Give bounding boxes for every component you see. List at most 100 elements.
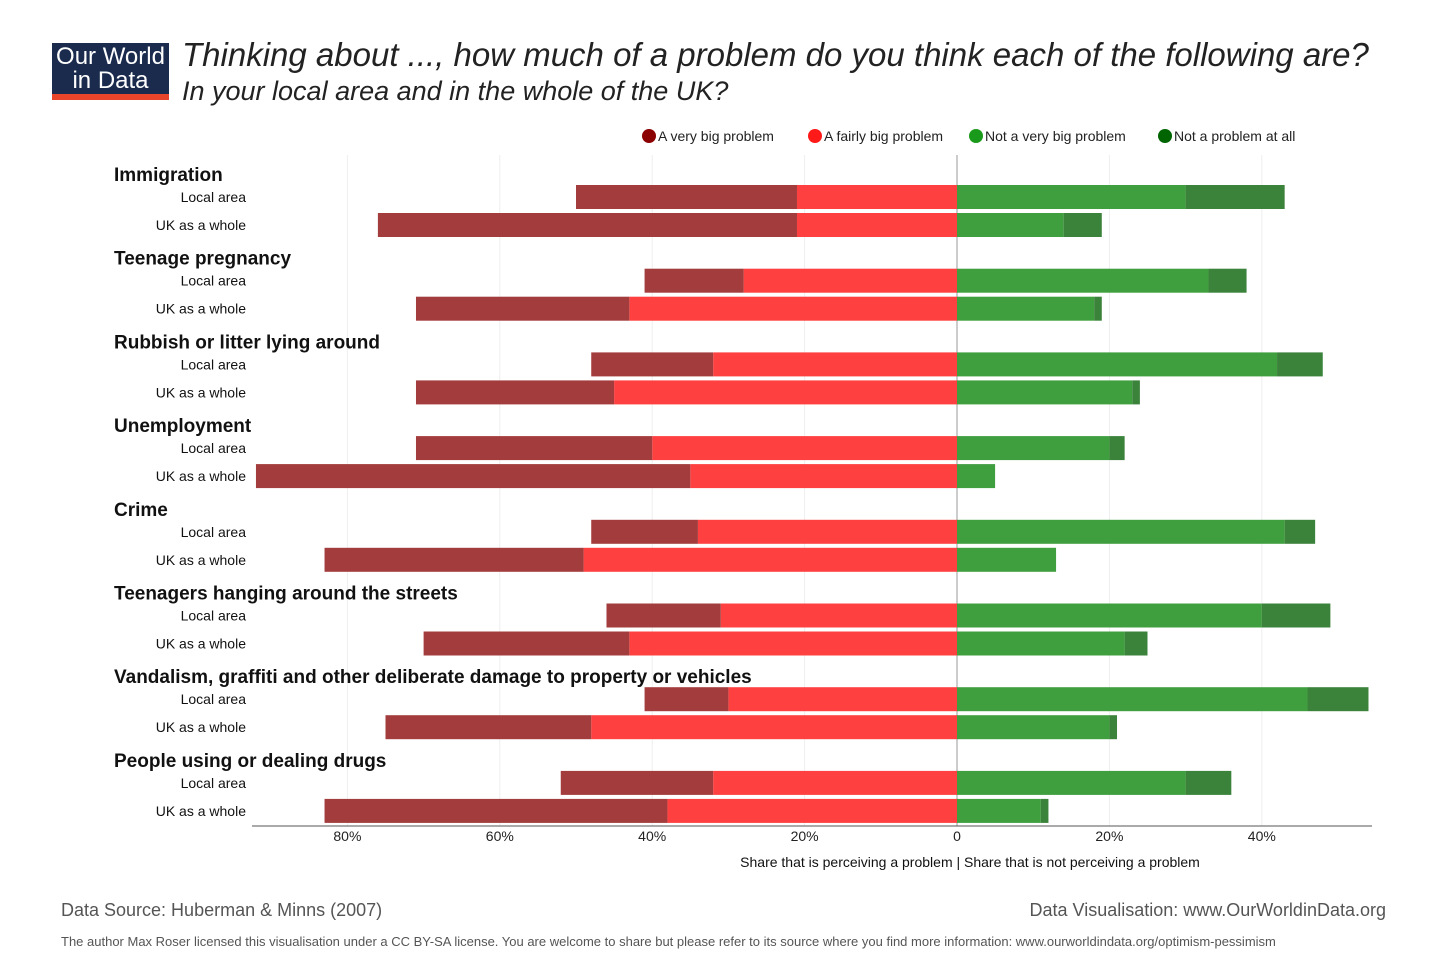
chart-subtitle: In your local area and in the whole of t…: [182, 76, 729, 106]
bar-not-a-problem-at-all: [1063, 213, 1102, 237]
visualisation-credit: Data Visualisation: www.OurWorldinData.o…: [1029, 900, 1387, 920]
row-label: UK as a whole: [156, 384, 246, 400]
bar-not-a-problem-at-all: [1040, 798, 1049, 823]
bar-not-very-big-problem: [957, 352, 1278, 377]
bar-not-a-problem-at-all: [1094, 296, 1102, 321]
x-axis-title: Share that is perceiving a problem | Sha…: [740, 854, 1200, 870]
bar-not-very-big-problem: [957, 631, 1125, 656]
bar-not-very-big-problem: [957, 436, 1110, 461]
legend-marker: [642, 129, 656, 143]
bar-very-big-problem: [415, 436, 653, 461]
data-source: Data Source: Huberman & Minns (2007): [61, 900, 383, 920]
owid-logo: Our World in Data: [52, 43, 169, 100]
logo-text: Our World in Data: [56, 43, 165, 94]
bar-not-very-big-problem: [957, 770, 1186, 795]
x-tick-label: 20%: [1095, 828, 1123, 844]
bar-very-big-problem: [644, 687, 729, 712]
bar-not-very-big-problem: [957, 213, 1064, 237]
chart-title: Thinking about ..., how much of a proble…: [182, 36, 1369, 73]
bar-not-very-big-problem: [957, 380, 1133, 405]
bar-fairly-big-problem: [667, 798, 957, 823]
group-label: Teenagers hanging around the streets: [114, 584, 458, 605]
bar-very-big-problem: [255, 464, 691, 489]
bar-very-big-problem: [591, 519, 698, 544]
bar-fairly-big-problem: [713, 352, 957, 377]
bar-fairly-big-problem: [629, 296, 957, 321]
group-label: Rubbish or litter lying around: [114, 332, 380, 353]
row-label: UK as a whole: [156, 217, 246, 233]
bar-not-very-big-problem: [957, 519, 1285, 544]
x-tick-label: 60%: [486, 828, 514, 844]
bar-not-very-big-problem: [957, 603, 1262, 628]
x-tick-label: 40%: [1248, 828, 1276, 844]
bar-very-big-problem: [606, 603, 721, 628]
bar-very-big-problem: [415, 380, 615, 405]
bar-fairly-big-problem: [583, 547, 957, 572]
bar-not-a-problem-at-all: [1109, 715, 1118, 740]
group-label: Teenage pregnancy: [114, 249, 291, 270]
bar-fairly-big-problem: [796, 185, 957, 209]
bar-very-big-problem: [423, 631, 630, 656]
bar-not-a-problem-at-all: [1208, 268, 1247, 293]
row-label: UK as a whole: [156, 468, 246, 484]
logo-bar: [52, 94, 169, 100]
bar-fairly-big-problem: [697, 519, 957, 544]
x-tick-label: 20%: [791, 828, 819, 844]
legend-label: A fairly big problem: [824, 128, 943, 144]
group-label: Crime: [114, 500, 168, 521]
bar-very-big-problem: [415, 296, 630, 321]
bar-fairly-big-problem: [713, 770, 957, 795]
bar-not-a-problem-at-all: [1284, 519, 1316, 544]
bar-not-very-big-problem: [957, 268, 1209, 293]
row-label: Local area: [181, 189, 247, 205]
group-label: Vandalism, graffiti and other deliberate…: [114, 667, 752, 688]
bar-very-big-problem: [385, 715, 592, 740]
bar-not-a-problem-at-all: [1277, 352, 1323, 377]
x-tick-label: 40%: [638, 828, 666, 844]
bar-fairly-big-problem: [796, 213, 957, 237]
bar-not-very-big-problem: [957, 798, 1041, 823]
row-label: Local area: [181, 775, 247, 791]
bar-not-a-problem-at-all: [1185, 185, 1285, 209]
bar-not-a-problem-at-all: [1307, 687, 1369, 712]
bar-very-big-problem: [576, 185, 797, 209]
bar-not-very-big-problem: [957, 296, 1095, 321]
legend-label: Not a problem at all: [1174, 128, 1295, 144]
legend-marker: [808, 129, 822, 143]
bar-very-big-problem: [644, 268, 744, 293]
group-label: Unemployment: [114, 416, 252, 437]
row-label: Local area: [181, 608, 247, 624]
row-label: UK as a whole: [156, 636, 246, 652]
bar-very-big-problem: [591, 352, 714, 377]
bar-very-big-problem: [560, 770, 714, 795]
group-label: People using or dealing drugs: [114, 751, 386, 772]
legend-label: A very big problem: [658, 128, 774, 144]
license-note: The author Max Roser licensed this visua…: [61, 934, 1276, 949]
bar-not-a-problem-at-all: [1132, 380, 1140, 405]
row-label: UK as a whole: [156, 803, 246, 819]
x-tick-label: 80%: [333, 828, 361, 844]
row-label: Local area: [181, 691, 247, 707]
row-label: Local area: [181, 356, 247, 372]
bar-very-big-problem: [324, 547, 584, 572]
legend-marker: [969, 129, 983, 143]
legend-marker: [1158, 129, 1172, 143]
bar-very-big-problem: [324, 798, 668, 823]
bar-not-very-big-problem: [957, 687, 1308, 712]
bar-fairly-big-problem: [728, 687, 957, 712]
legend-label: Not a very big problem: [985, 128, 1126, 144]
row-label: Local area: [181, 524, 247, 540]
row-label: UK as a whole: [156, 552, 246, 568]
bar-fairly-big-problem: [614, 380, 957, 405]
bar-fairly-big-problem: [629, 631, 957, 656]
row-label: Local area: [181, 440, 247, 456]
bar-fairly-big-problem: [720, 603, 957, 628]
bar-not-a-problem-at-all: [1124, 631, 1148, 656]
bar-fairly-big-problem: [652, 436, 957, 461]
bar-fairly-big-problem: [743, 268, 957, 293]
bar-not-very-big-problem: [957, 185, 1186, 209]
bar-fairly-big-problem: [690, 464, 957, 489]
x-tick-label: 0: [953, 828, 961, 844]
